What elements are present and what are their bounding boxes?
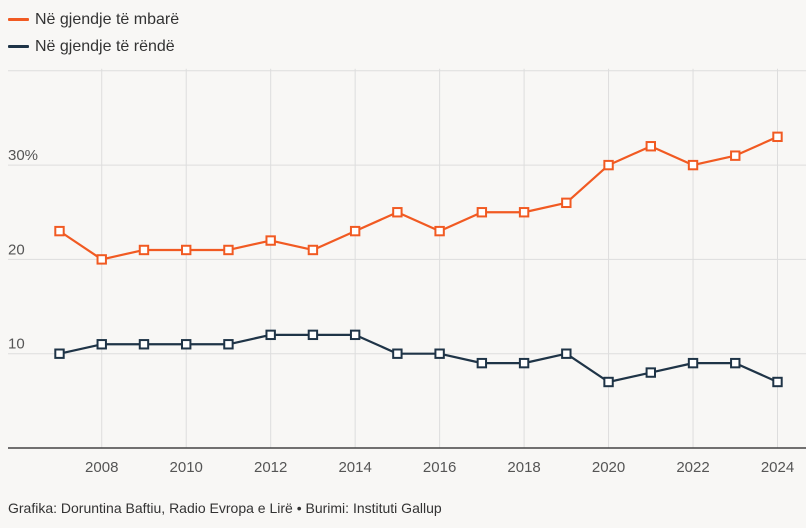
data-point xyxy=(265,235,276,246)
data-point xyxy=(307,329,319,341)
data-point xyxy=(307,244,319,256)
series-layer xyxy=(54,131,783,388)
data-point xyxy=(561,197,572,209)
series-rende xyxy=(54,329,783,388)
data-point xyxy=(138,339,150,350)
data-point xyxy=(54,348,65,359)
data-point xyxy=(349,225,361,237)
data-point xyxy=(476,207,488,218)
x-tick-labels: 2008 2010 2012 2014 2016 2018 2020 2022 2024 xyxy=(85,459,794,476)
legend-item-rende: Në gjendje të rëndë xyxy=(8,33,179,60)
x-tick-label: 2012 xyxy=(254,459,287,476)
legend-swatch-navy xyxy=(8,45,29,48)
series-line xyxy=(58,135,778,261)
legend-label-rende: Në gjendje të rëndë xyxy=(35,37,175,55)
footer-credit: Grafika: Doruntina Baftiu, Radio Evropa … xyxy=(8,500,442,516)
data-point xyxy=(434,225,445,237)
x-tick-label: 2014 xyxy=(338,459,371,476)
x-tick-label: 2022 xyxy=(676,459,709,476)
data-point xyxy=(603,159,614,171)
grid-lines xyxy=(8,68,806,448)
legend-label-mbare: Në gjendje të mbarë xyxy=(35,10,180,28)
x-tick-label: 2018 xyxy=(507,459,540,476)
legend-item-mbare: Në gjendje të mbarë xyxy=(8,6,179,33)
data-point xyxy=(54,225,65,237)
data-point xyxy=(223,339,234,350)
x-tick-label: 2010 xyxy=(170,459,203,476)
legend-swatch-orange xyxy=(8,18,29,21)
data-point xyxy=(138,244,150,256)
data-point xyxy=(603,376,614,388)
data-point xyxy=(392,207,403,218)
data-point xyxy=(392,348,403,359)
data-point xyxy=(181,244,192,256)
data-point xyxy=(223,244,234,256)
data-point xyxy=(265,329,276,341)
x-tick-label: 2020 xyxy=(592,459,625,476)
data-point xyxy=(730,150,741,161)
data-point xyxy=(349,329,361,341)
data-point xyxy=(561,348,572,359)
data-point xyxy=(434,348,445,359)
y-tick-labels: 10 20 30% xyxy=(8,147,38,353)
data-point xyxy=(518,207,530,218)
data-point xyxy=(181,339,192,350)
data-point xyxy=(518,357,530,369)
data-point xyxy=(687,357,699,369)
series-line xyxy=(59,333,778,384)
data-point xyxy=(96,254,107,265)
data-point xyxy=(772,376,783,388)
data-point xyxy=(772,131,783,143)
legend: Në gjendje të mbarë Në gjendje të rëndë xyxy=(8,6,179,60)
y-tick-label: 10 xyxy=(8,336,25,353)
y-tick-label: 20 xyxy=(8,241,25,258)
data-point xyxy=(730,357,741,369)
data-point xyxy=(687,159,699,171)
data-point xyxy=(476,357,488,369)
x-tick-label: 2024 xyxy=(761,459,794,476)
series-mbare xyxy=(54,131,783,265)
data-point xyxy=(645,141,656,152)
data-point xyxy=(96,339,107,350)
y-tick-label: 30% xyxy=(8,147,38,164)
data-point xyxy=(645,367,656,378)
x-tick-label: 2016 xyxy=(423,459,456,476)
x-tick-label: 2008 xyxy=(85,459,118,476)
